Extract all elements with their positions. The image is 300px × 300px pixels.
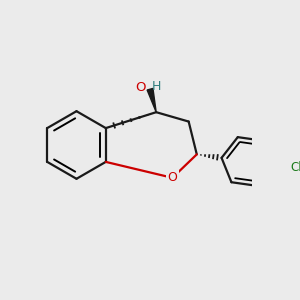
Text: Cl: Cl <box>291 161 300 174</box>
Text: H: H <box>152 80 161 93</box>
Text: O: O <box>135 82 146 94</box>
Text: O: O <box>167 171 177 184</box>
Polygon shape <box>147 88 156 112</box>
